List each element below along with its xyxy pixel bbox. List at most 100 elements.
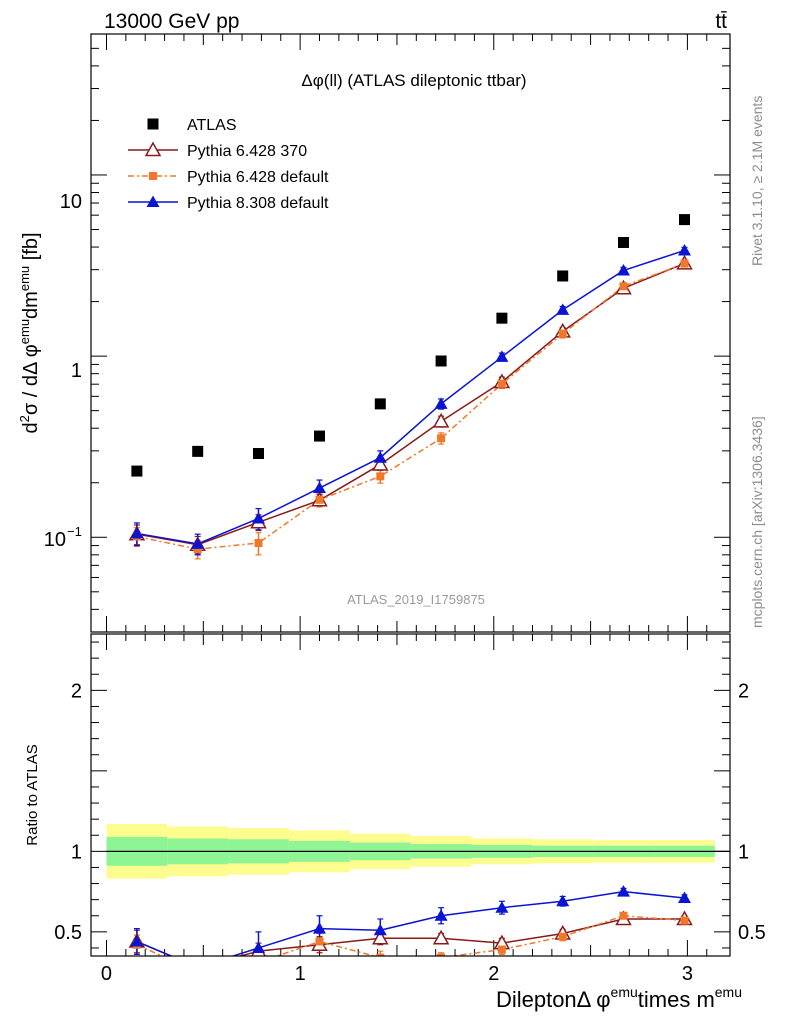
ratio-point-pythia-8-308-default [191,961,204,973]
ratio-uncertainty-band [106,823,730,879]
data-point-atlas [678,214,690,226]
point-pythia-8-308-default [617,263,630,276]
legend-label: Pythia 8.308 default [187,195,329,212]
mcplots-label: mcplots.cern.ch [arXiv:1306.3436] [749,416,765,628]
legend-marker [144,141,162,157]
point-pythia-8-308-default [130,526,144,539]
legend-marker [149,172,157,180]
point-pythia-6-428-default [193,545,202,554]
x-tick-label: 2 [488,963,499,985]
legend-label: Pythia 6.428 default [187,169,329,186]
ratio-point-pythia-6-428-default [680,916,689,925]
x-tick-label: 1 [295,963,306,985]
point-pythia-6-428-default [437,434,446,443]
point-pythia-6-428-default [376,472,385,481]
main-y-axis-label: d2σ / dΔ φemudmemu [fb] [17,232,42,433]
ratio-point-pythia-6-428-default [437,953,446,956]
point-pythia-6-428-default [680,259,689,268]
ratio-point-pythia-8-308-default [373,923,387,936]
legend-marker [147,118,159,130]
point-pythia-6-428-370 [432,412,450,428]
ratio-point-pythia-8-308-default [677,891,691,904]
ratio-plot-area [128,885,693,976]
point-pythia-8-308-default [191,537,205,549]
y-tick-label-0.1-exp: −1 [67,524,82,539]
rivet-label: Rivet 3.1.10, ≥ 2.1M events [749,96,765,266]
point-pythia-8-308-default [312,481,326,494]
x-tick-label: 3 [682,963,693,985]
ratio-y-tick-label: 1 [71,841,82,863]
header-right: tt̄ [715,10,727,33]
data-point-atlas [618,236,629,248]
data-point-atlas [313,430,325,442]
ratio-tick-labels: 0.5 0.5 1 1 2 2 0 1 2 3 [54,680,766,985]
ratio-point-pythia-6-428-370 [372,929,389,945]
data-point-atlas [131,465,143,477]
y-tick-label-0.1: 10 [44,529,66,551]
ratio-line-pythia-8-308-default [136,890,685,956]
ratio-line-pythia-6-428-default [136,914,685,956]
ratio-point-pythia-8-308-default [434,909,448,921]
ratio-point-pythia-8-308-default [556,894,570,907]
main-ticks [91,33,730,633]
ratio-point-pythia-8-308-default [130,935,144,947]
ratio-y-axis-label: Ratio to ATLAS [24,744,41,845]
ratio-point-pythia-6-428-default [619,911,628,920]
main-plot-area [128,214,693,560]
y-tick-label-0.1-base: 10 [44,529,66,551]
ratio-y-tick-label-right: 0.5 [738,922,766,944]
ratio-point-pythia-6-428-default [558,932,567,941]
ratio-point-pythia-8-308-default [312,922,326,934]
data-point-atlas [252,448,264,460]
point-pythia-6-428-default [619,282,628,291]
ratio-point-pythia-6-428-default [376,953,385,956]
x-tick-label: 0 [101,963,112,985]
data-point-atlas [374,398,386,410]
ratio-ticks [91,634,730,956]
ratio-y-tick-label: 2 [71,680,82,702]
ratio-point-pythia-8-308-default [251,941,265,953]
header-left: 13000 GeV pp [104,10,239,33]
data-point-atlas [435,355,447,367]
point-pythia-6-428-default [254,538,263,547]
ratio-point-pythia-6-428-default [254,958,262,966]
main-frame [90,33,731,633]
legend-label: ATLAS [187,117,237,134]
ratio-point-pythia-6-428-default [315,937,324,946]
ratio-point-pythia-8-308-default [617,885,630,897]
data-point-atlas [496,312,508,324]
ratio-point-pythia-8-308-default [495,901,509,913]
legend-label: Pythia 6.428 370 [187,143,307,160]
ratio-point-pythia-6-428-370 [191,960,205,973]
point-pythia-8-308-default [251,511,265,524]
point-pythia-6-428-370 [372,456,389,471]
legend: ATLAS Pythia 6.428 370 Pythia 6.428 defaul… [128,117,329,212]
main-y-tick-labels: 10 1 10 −1 [44,191,82,551]
watermark: ATLAS_2019_I1759875 [347,592,485,607]
point-pythia-6-428-default [315,495,324,504]
series-line-pythia-6-428-default [136,262,685,550]
series-line-pythia-6-428-370 [136,262,685,546]
data-point-atlas [192,445,204,457]
ratio-point-pythia-6-428-370 [432,929,450,945]
point-pythia-8-308-default [677,243,691,256]
ratio-frame [90,633,731,957]
ratio-line-pythia-6-428-370 [136,918,685,956]
point-pythia-8-308-default [556,303,570,315]
point-pythia-8-308-default [434,397,448,409]
x-axis-label: DileptonΔ φemutimes memu [496,984,742,1012]
ratio-point-pythia-6-428-default [194,968,202,976]
ratio-y-tick-label-right: 2 [738,680,749,702]
point-pythia-6-428-default [558,329,567,338]
ratio-point-pythia-6-428-default [497,945,506,954]
y-tick-label-10: 10 [60,191,82,213]
ratio-y-tick-label: 0.5 [54,922,82,944]
point-pythia-6-428-default [497,379,506,388]
ratio-y-tick-label-right: 1 [738,841,749,863]
data-point-atlas [557,270,569,282]
series-line-pythia-8-308-default [136,249,685,545]
point-pythia-8-308-default [495,350,509,362]
point-pythia-8-308-default [373,451,387,463]
y-tick-label-1: 1 [71,360,82,382]
